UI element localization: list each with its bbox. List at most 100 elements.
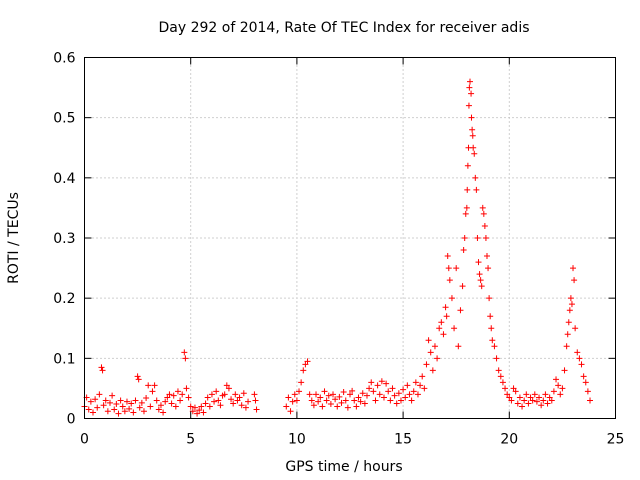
data-point: [153, 397, 160, 404]
data-point: [151, 382, 158, 389]
data-point: [323, 397, 330, 404]
y-tick-label: 0.3: [53, 231, 75, 247]
data-point: [557, 391, 564, 398]
data-point: [477, 277, 484, 284]
data-point: [578, 361, 585, 368]
data-point: [443, 313, 450, 320]
data-point: [482, 235, 489, 241]
data-point: [183, 385, 190, 392]
data-point: [99, 367, 106, 374]
data-point: [486, 295, 493, 302]
data-point: [508, 397, 515, 404]
data-point: [567, 295, 574, 302]
data-point: [117, 397, 124, 404]
data-point: [516, 394, 523, 401]
data-point: [372, 397, 379, 404]
data-point: [489, 337, 496, 344]
y-tick: 0.1: [53, 351, 616, 367]
data-point: [196, 407, 203, 414]
data-point: [300, 367, 307, 374]
data-point: [473, 186, 480, 193]
data-point: [421, 385, 428, 392]
data-point: [321, 388, 328, 395]
data-point: [408, 397, 415, 404]
data-point: [143, 395, 150, 402]
data-point: [182, 355, 189, 362]
data-point: [344, 404, 351, 411]
data-point: [400, 386, 407, 393]
data-point: [427, 349, 434, 356]
data-point: [544, 400, 551, 407]
data-point: [145, 382, 152, 389]
data-point: [304, 358, 311, 365]
data-point: [298, 379, 305, 386]
data-point: [485, 265, 492, 272]
data-point: [453, 265, 460, 272]
data-point: [327, 401, 334, 408]
data-point: [189, 408, 196, 415]
x-tick-label: 10: [288, 432, 306, 448]
data-point: [410, 388, 417, 395]
data-point: [232, 391, 239, 398]
y-tick-label: 0.2: [53, 291, 75, 307]
x-tick: 15: [394, 57, 412, 448]
data-point: [162, 398, 169, 405]
data-point: [340, 389, 347, 396]
data-point: [109, 392, 116, 399]
data-point: [245, 398, 252, 405]
data-point: [98, 364, 105, 371]
data-point: [296, 388, 303, 395]
data-point: [582, 379, 589, 386]
data-point: [385, 388, 392, 395]
data-point: [198, 403, 205, 410]
data-point: [555, 382, 562, 389]
data-point: [481, 222, 488, 229]
x-tick-label: 5: [186, 432, 195, 448]
data-point: [531, 391, 538, 398]
data-point: [104, 408, 111, 415]
data-point: [378, 378, 385, 385]
data-point: [495, 367, 502, 374]
data-point: [332, 396, 339, 403]
data-point: [185, 394, 192, 401]
data-point: [587, 397, 594, 404]
y-tick: 0.5: [53, 111, 616, 127]
data-point: [536, 394, 543, 401]
data-point: [240, 390, 247, 397]
data-point: [444, 253, 451, 260]
data-point: [242, 404, 249, 411]
data-point: [475, 259, 482, 266]
data-point: [491, 343, 498, 350]
data-point: [423, 361, 430, 368]
data-point: [472, 174, 479, 181]
data-point: [440, 331, 447, 338]
data-point: [538, 402, 545, 409]
data-point: [468, 90, 475, 97]
data-point: [92, 396, 99, 403]
data-point: [451, 325, 458, 332]
data-point: [512, 388, 519, 395]
data-point: [359, 390, 366, 397]
data-point: [529, 397, 536, 404]
x-tick: 20: [500, 57, 518, 448]
data-point: [493, 355, 500, 362]
data-point: [215, 397, 222, 404]
data-point: [580, 373, 587, 380]
data-point: [566, 307, 573, 314]
data-point: [464, 186, 471, 193]
data-point: [310, 402, 317, 409]
data-point: [425, 337, 432, 344]
data-point: [121, 408, 128, 415]
data-point: [353, 403, 360, 410]
data-point: [483, 253, 490, 260]
data-point: [317, 394, 324, 401]
data-point: [230, 400, 237, 407]
data-point: [302, 361, 309, 368]
data-point: [100, 402, 107, 409]
data-point: [548, 397, 555, 404]
y-tick: 0.6: [53, 51, 616, 67]
data-point: [191, 404, 198, 411]
data-point: [251, 391, 258, 398]
data-point: [429, 367, 436, 374]
data-point: [126, 405, 133, 412]
